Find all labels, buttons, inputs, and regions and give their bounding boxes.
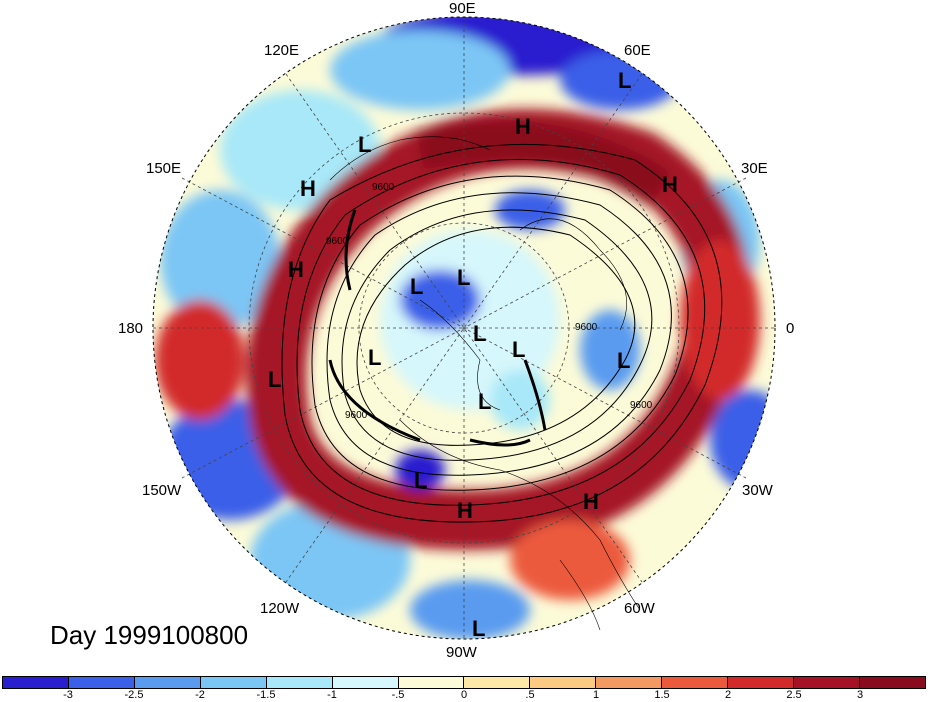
low-pressure-marker: L bbox=[368, 345, 382, 370]
colorbar-cell bbox=[134, 677, 201, 688]
colorbar-cell bbox=[464, 677, 531, 688]
colorbar-cell bbox=[3, 677, 69, 688]
low-pressure-marker: L bbox=[414, 468, 428, 493]
low-pressure-marker: L bbox=[457, 265, 471, 290]
lon-label-30w: 30W bbox=[742, 482, 773, 499]
date-label: Day 1999100800 bbox=[50, 620, 249, 650]
high-pressure-marker: H bbox=[515, 114, 531, 139]
high-pressure-marker: H bbox=[300, 176, 316, 201]
low-pressure-marker: L bbox=[617, 348, 631, 373]
lon-label-120w: 120W bbox=[260, 600, 300, 617]
lon-label-150w: 150W bbox=[142, 482, 182, 499]
colorbar-cell bbox=[200, 677, 267, 688]
colorbar-cell bbox=[266, 677, 333, 688]
low-pressure-marker: L bbox=[358, 132, 372, 157]
lon-label-60w: 60W bbox=[624, 600, 655, 617]
lon-label-90w: 90W bbox=[446, 644, 477, 661]
colorbar-tick-label: -3 bbox=[63, 689, 73, 701]
colorbar-cell bbox=[68, 677, 135, 688]
high-pressure-marker: H bbox=[583, 489, 599, 514]
high-pressure-marker: H bbox=[662, 172, 678, 197]
high-pressure-marker: H bbox=[457, 498, 473, 523]
lon-label-90e: 90E bbox=[449, 0, 476, 17]
contour-label: 9600 bbox=[372, 182, 395, 193]
coastlines bbox=[329, 136, 641, 631]
colorbar-tick-label: 2.5 bbox=[786, 689, 802, 701]
low-pressure-marker: L bbox=[618, 68, 632, 93]
lon-label-180: 180 bbox=[118, 320, 144, 337]
graticule bbox=[153, 17, 775, 639]
colorbar-cell bbox=[530, 677, 597, 688]
low-pressure-marker: L bbox=[268, 367, 282, 392]
colorbar-tick-label: 3 bbox=[856, 689, 864, 701]
contour-label: 9600 bbox=[575, 322, 598, 333]
low-pressure-marker: L bbox=[512, 337, 526, 362]
lon-label-0: 0 bbox=[786, 320, 795, 337]
colorbar-tick-label: -.5 bbox=[391, 689, 405, 701]
colorbar-tick-label: 2 bbox=[724, 689, 732, 701]
contour-label: 9600 bbox=[326, 236, 349, 247]
low-pressure-marker: L bbox=[472, 616, 486, 641]
contour-label: 9600 bbox=[345, 410, 368, 421]
colorbar-tick-label: .5 bbox=[525, 689, 535, 701]
colorbar-cell bbox=[859, 677, 925, 688]
map-boundary bbox=[152, 16, 776, 640]
colorbar-cell bbox=[398, 677, 465, 688]
colorbar bbox=[2, 676, 926, 689]
lon-label-150e: 150E bbox=[146, 160, 182, 177]
height-contours bbox=[281, 143, 723, 523]
colorbar-tick-label: 1 bbox=[592, 689, 600, 701]
low-pressure-marker: L bbox=[410, 274, 424, 299]
low-pressure-marker: L bbox=[473, 321, 487, 346]
contour-label: 9600 bbox=[630, 400, 653, 411]
colorbar-tick-label: -1 bbox=[327, 689, 337, 701]
colorbar-cell bbox=[332, 677, 399, 688]
high-pressure-marker: H bbox=[288, 257, 304, 282]
colorbar-cell bbox=[794, 677, 860, 688]
colorbar-tick-label: 0 bbox=[460, 689, 468, 701]
colorbar-cell bbox=[596, 677, 663, 688]
low-pressure-marker: L bbox=[478, 389, 492, 414]
jet-contours bbox=[328, 209, 547, 447]
colorbar-tick-label: -1.5 bbox=[256, 689, 276, 701]
contour-value-labels: 9600 9600 9600 9600 9600 bbox=[326, 182, 653, 421]
colorbar-tick-label: -2 bbox=[195, 689, 205, 701]
lon-label-120e: 120E bbox=[264, 42, 300, 59]
colorbar-tick-label: 1.5 bbox=[654, 689, 670, 701]
colorbar-tick-label: -2.5 bbox=[124, 689, 144, 701]
colorbar-cell bbox=[662, 677, 729, 688]
lon-label-60e: 60E bbox=[624, 42, 651, 59]
lon-label-30e: 30E bbox=[741, 160, 768, 177]
colorbar-cell bbox=[728, 677, 795, 688]
